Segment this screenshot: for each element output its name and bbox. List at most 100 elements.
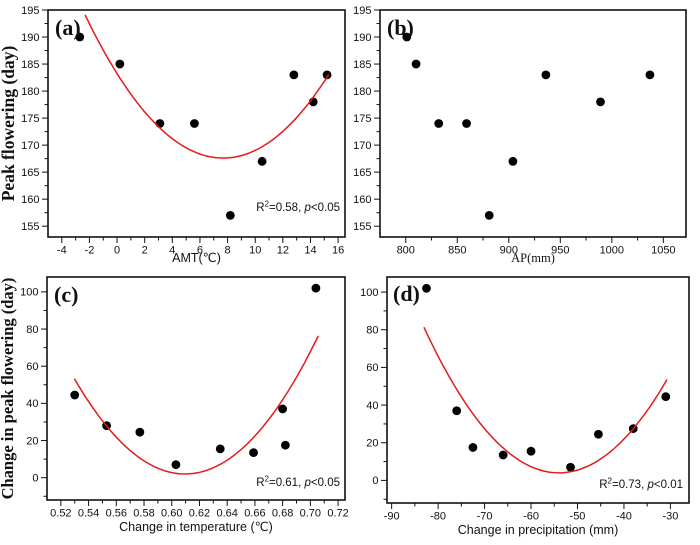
panel-b-chart: 800 850 900 950 1000 1050 155 160 165 170 175 180 18… <box>353 5 687 265</box>
y-tick-label: 180 <box>353 86 371 98</box>
y-tick-label: 170 <box>353 140 371 152</box>
x-tick-label: 0.70 <box>300 508 321 520</box>
y-tick-label: 0 <box>32 473 38 485</box>
fit-stats-annotation: R2=0.58, p<0.05 <box>256 200 340 215</box>
x-tick-label: 0.66 <box>244 508 265 520</box>
data-point <box>171 460 181 470</box>
data-point <box>70 390 80 400</box>
panel-letter: (d) <box>393 281 420 306</box>
y-tick-label: 20 <box>26 435 38 447</box>
x-tick-label: 0.68 <box>272 508 293 520</box>
data-point <box>75 32 85 42</box>
x-tick-label: 0 <box>114 245 120 257</box>
panel-a-chart: -4 -2 0 2 4 6 8 10 12 14 16 155 160 165 170 175 180 185 19… <box>0 5 346 265</box>
y-tick-label: 20 <box>366 438 378 450</box>
data-point <box>278 404 288 414</box>
y-tick-label: 80 <box>26 324 38 336</box>
x-tick-label: 0.64 <box>216 508 237 520</box>
x-tick-label: -30 <box>662 511 678 523</box>
data-point <box>422 283 431 293</box>
x-tick-label: 1050 <box>651 245 675 257</box>
data-point <box>225 210 235 220</box>
data-point <box>452 406 462 416</box>
data-point <box>526 446 536 456</box>
y-tick-label: 195 <box>353 5 371 17</box>
data-point <box>322 70 332 80</box>
x-axis-title: Change in precipitation (mm) <box>458 523 619 537</box>
data-point <box>594 429 603 439</box>
panel-letter: (b) <box>387 15 414 40</box>
y-tick-label: 100 <box>360 287 378 299</box>
x-tick-label: 14 <box>304 245 316 257</box>
data-point <box>596 97 605 107</box>
x-tick-label: 10 <box>249 245 261 257</box>
x-tick-label: -90 <box>384 511 400 523</box>
x-tick-label: 8 <box>225 245 231 257</box>
data-point <box>115 59 125 69</box>
y-tick-label: 0 <box>372 475 378 487</box>
y-tick-label: 60 <box>26 361 38 373</box>
x-tick-label: 4 <box>169 245 175 257</box>
x-tick-label: 900 <box>500 245 518 257</box>
x-tick-label: -4 <box>57 245 67 257</box>
y-axis-title: Change in peak flowering (day) <box>0 278 17 500</box>
panel-c-chart: 0.52 0.54 0.56 0.58 0.60 0.62 0.64 0.66 0.68 0.70… <box>0 276 349 534</box>
x-tick-label: 12 <box>277 245 289 257</box>
y-tick-label: 165 <box>353 167 371 179</box>
fit-stats-annotation: R2=0.73, p<0.01 <box>599 477 683 492</box>
panel-letter: (a) <box>55 15 81 40</box>
y-tick-label: 195 <box>21 5 39 17</box>
data-point <box>289 70 299 80</box>
data-point <box>257 156 267 166</box>
data-point <box>135 427 145 437</box>
x-tick-label: 0.56 <box>106 508 127 520</box>
panel-letter: (c) <box>54 282 78 307</box>
y-tick-label: 160 <box>21 194 39 206</box>
x-tick-label: -80 <box>430 511 446 523</box>
x-tick-label: 0.60 <box>161 508 182 520</box>
data-point <box>155 119 165 128</box>
x-axis-title: AMT(℃) <box>172 251 221 265</box>
y-tick-label: 155 <box>353 221 371 233</box>
fit-curve <box>84 14 330 159</box>
panel-d-chart: -90 -80 -70 -60 -50 -40 -30 0 20 40 60 80 100 (d) Chan… <box>360 276 690 537</box>
y-tick-label: 180 <box>21 86 39 98</box>
data-point <box>411 59 421 69</box>
data-point <box>661 392 671 401</box>
y-tick-label: 170 <box>21 140 39 152</box>
y-tick-label: 165 <box>21 167 39 179</box>
x-tick-label: -40 <box>616 511 632 523</box>
data-point <box>484 210 494 220</box>
data-point <box>311 283 321 293</box>
y-tick-label: 185 <box>353 59 371 71</box>
y-tick-label: 190 <box>21 32 39 44</box>
data-point <box>281 440 290 450</box>
plot-box <box>386 276 690 504</box>
x-tick-label: -60 <box>523 511 539 523</box>
y-tick-label: 160 <box>353 194 371 206</box>
fit-curve <box>73 335 319 475</box>
x-tick-label: -50 <box>570 511 586 523</box>
data-point <box>645 70 655 80</box>
x-tick-label: 0.62 <box>189 508 210 520</box>
data-point <box>215 444 225 454</box>
x-axis-title: AP(mm) <box>511 251 555 265</box>
x-tick-label: 2 <box>142 245 148 257</box>
x-axis-title: Change in temperature (℃) <box>119 520 273 534</box>
x-tick-label: 0.54 <box>78 508 99 520</box>
y-axis-title: Peak flowering (day) <box>0 46 18 202</box>
data-point <box>508 156 518 166</box>
x-tick-label: 0.58 <box>133 508 154 520</box>
x-tick-label: 6 <box>197 245 203 257</box>
data-point <box>249 448 258 458</box>
data-point <box>434 119 444 128</box>
plot-box <box>379 9 687 238</box>
fit-curve <box>423 327 668 474</box>
data-point <box>498 450 508 460</box>
x-tick-label: 850 <box>448 245 466 257</box>
y-tick-label: 40 <box>26 398 38 410</box>
x-tick-label: 16 <box>332 245 344 257</box>
y-tick-label: 190 <box>353 32 371 44</box>
y-tick-label: 60 <box>366 362 378 374</box>
x-tick-label: 1000 <box>600 245 624 257</box>
